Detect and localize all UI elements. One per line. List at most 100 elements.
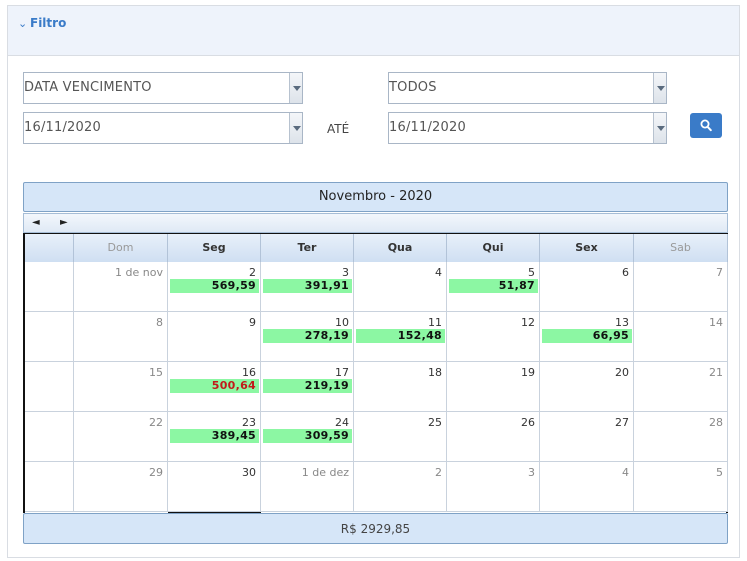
day-cell[interactable]: 9 (168, 312, 261, 362)
day-cell[interactable]: 1 de nov (74, 262, 168, 312)
search-button[interactable] (690, 113, 722, 138)
day-number: 19 (521, 366, 535, 379)
weekday-sex: Sex (540, 234, 634, 262)
day-number: 24 (335, 416, 349, 429)
due-amount[interactable]: 219,19 (263, 379, 352, 393)
day-cell[interactable]: 3 391,91 (261, 262, 354, 312)
next-month-button[interactable]: ► (60, 217, 68, 228)
day-cell[interactable]: 27 (540, 412, 634, 462)
day-cell[interactable]: 12 (447, 312, 540, 362)
day-number: 12 (521, 316, 535, 329)
calendar-week: 8 9 10 278,19 11 152,48 12 13 66,95 14 (25, 312, 728, 362)
date-to-dropdown-button[interactable] (653, 113, 666, 143)
day-cell[interactable]: 4 (540, 462, 634, 512)
day-cell[interactable]: 16 500,64 (168, 362, 261, 412)
chevron-down-icon[interactable]: ⌄ (18, 17, 28, 30)
day-cell[interactable]: 10 278,19 (261, 312, 354, 362)
day-cell[interactable]: 1 de dez (261, 462, 354, 512)
due-amount[interactable]: 389,45 (170, 429, 259, 443)
day-number: 21 (709, 366, 723, 379)
day-cell[interactable]: 5 (634, 462, 728, 512)
calendar-week: 1 de nov 2 569,59 3 391,91 4 5 51,87 6 7 (25, 262, 728, 312)
day-cell[interactable]: 21 (634, 362, 728, 412)
day-number: 5 (528, 266, 535, 279)
day-cell[interactable]: 14 (634, 312, 728, 362)
day-cell[interactable]: 3 (447, 462, 540, 512)
day-cell[interactable]: 2 569,59 (168, 262, 261, 312)
week-number-cell (25, 462, 74, 512)
week-number-cell (25, 412, 74, 462)
day-number: 18 (428, 366, 442, 379)
day-cell[interactable]: 22 (74, 412, 168, 462)
due-amount[interactable]: 500,64 (170, 379, 259, 393)
caret-down-icon (657, 86, 665, 91)
filter-header[interactable]: ⌄ Filtro (8, 6, 739, 56)
day-number: 9 (249, 316, 256, 329)
due-amount[interactable]: 152,48 (356, 329, 445, 343)
weekday-qua: Qua (354, 234, 447, 262)
day-cell[interactable]: 4 (354, 262, 447, 312)
day-cell[interactable]: 30 (168, 462, 261, 512)
day-cell[interactable]: 8 (74, 312, 168, 362)
due-amount[interactable]: 569,59 (170, 279, 259, 293)
day-number: 10 (335, 316, 349, 329)
day-number: 15 (149, 366, 163, 379)
date-type-dropdown-button[interactable] (289, 73, 302, 103)
day-cell[interactable]: 2 (354, 462, 447, 512)
search-icon (700, 119, 712, 132)
due-amount[interactable]: 391,91 (263, 279, 352, 293)
status-dropdown-button[interactable] (653, 73, 666, 103)
date-to-picker[interactable]: 16/11/2020 (388, 112, 667, 144)
date-type-select[interactable]: DATA VENCIMENTO (23, 72, 303, 104)
day-number: 20 (615, 366, 629, 379)
day-cell[interactable]: 17 219,19 (261, 362, 354, 412)
weekday-header: Dom Seg Ter Qua Qui Sex Sab (25, 234, 728, 262)
day-number: 2 (435, 466, 442, 479)
date-from-picker[interactable]: 16/11/2020 (23, 112, 303, 144)
day-cell[interactable]: 15 (74, 362, 168, 412)
day-cell[interactable]: 11 152,48 (354, 312, 447, 362)
day-number: 7 (716, 266, 723, 279)
prev-month-button[interactable]: ◄ (32, 217, 40, 228)
day-number: 30 (242, 466, 256, 479)
date-to-value: 16/11/2020 (389, 120, 466, 135)
date-from-value: 16/11/2020 (24, 120, 101, 135)
due-amount[interactable]: 66,95 (542, 329, 632, 343)
day-number: 5 (716, 466, 723, 479)
due-amount[interactable]: 278,19 (263, 329, 352, 343)
day-cell[interactable]: 24 309,59 (261, 412, 354, 462)
day-number: 16 (242, 366, 256, 379)
day-number: 26 (521, 416, 535, 429)
day-cell[interactable]: 29 (74, 462, 168, 512)
status-value: TODOS (389, 80, 437, 95)
calendar-title: Novembro - 2020 (23, 182, 728, 212)
calendar-week: 29 30 1 de dez 2 3 4 5 (25, 462, 728, 512)
day-cell[interactable]: 28 (634, 412, 728, 462)
day-number: 14 (709, 316, 723, 329)
day-cell[interactable]: 6 (540, 262, 634, 312)
due-amount[interactable]: 309,59 (263, 429, 352, 443)
day-cell[interactable]: 26 (447, 412, 540, 462)
day-cell[interactable]: 20 (540, 362, 634, 412)
caret-down-icon (293, 86, 301, 91)
week-number-cell (25, 262, 74, 312)
date-from-dropdown-button[interactable] (289, 113, 302, 143)
day-cell[interactable]: 7 (634, 262, 728, 312)
week-number-cell (25, 312, 74, 362)
day-cell[interactable]: 23 389,45 (168, 412, 261, 462)
day-number: 28 (709, 416, 723, 429)
caret-down-icon (657, 126, 665, 131)
day-cell[interactable]: 19 (447, 362, 540, 412)
day-cell[interactable]: 25 (354, 412, 447, 462)
day-cell[interactable]: 13 66,95 (540, 312, 634, 362)
weekday-dom: Dom (74, 234, 168, 262)
day-number: 4 (435, 266, 442, 279)
day-number: 8 (156, 316, 163, 329)
status-select[interactable]: TODOS (388, 72, 667, 104)
day-cell[interactable]: 5 51,87 (447, 262, 540, 312)
day-number: 23 (242, 416, 256, 429)
due-amount[interactable]: 51,87 (449, 279, 538, 293)
day-number: 29 (149, 466, 163, 479)
filter-title[interactable]: Filtro (30, 16, 67, 30)
day-cell[interactable]: 18 (354, 362, 447, 412)
